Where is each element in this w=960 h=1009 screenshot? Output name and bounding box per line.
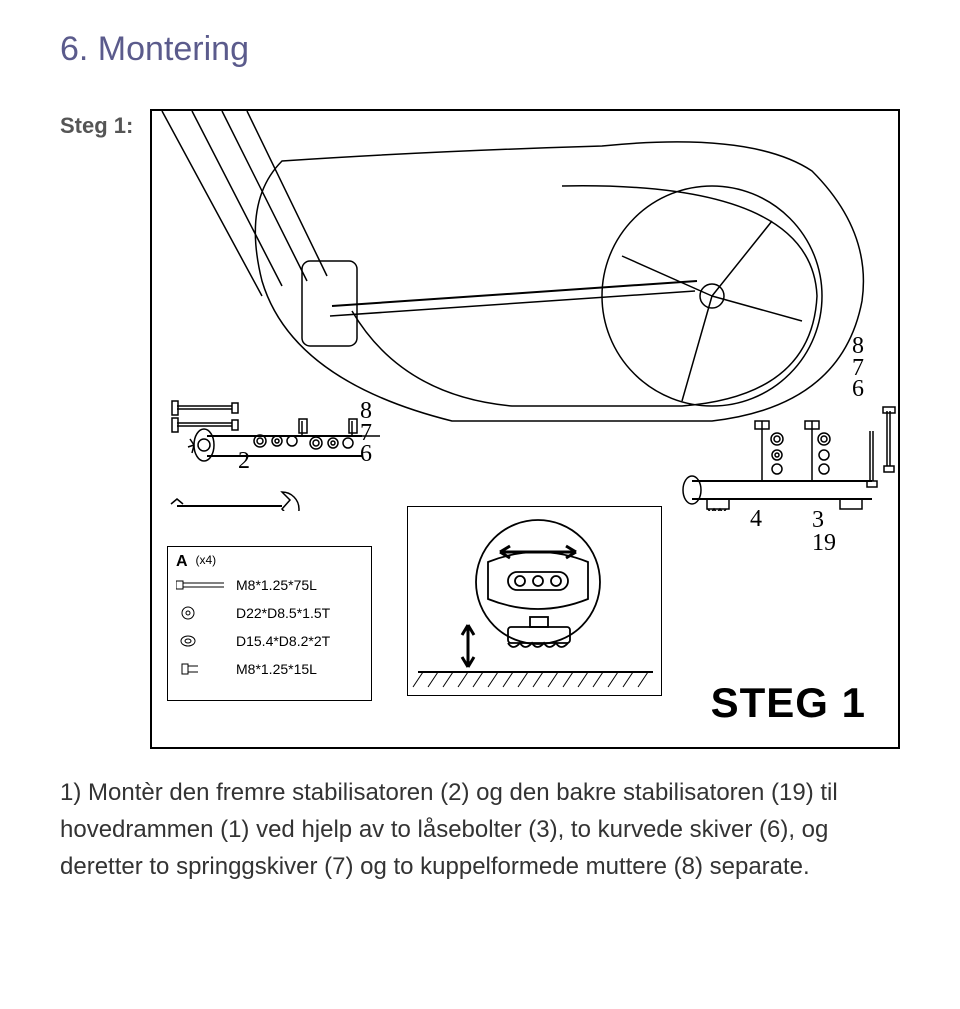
- step-label: Steg 1:: [60, 113, 140, 139]
- callout-4: 4: [750, 509, 762, 531]
- parts-row: M8*1.25*15L: [176, 655, 363, 683]
- machine-drawing: [152, 111, 902, 511]
- section-heading: 6. Montering: [60, 30, 900, 69]
- parts-row: M8*1.25*75L: [176, 571, 363, 599]
- figure-step-title: STEG 1: [711, 679, 866, 727]
- foot-detail-drawing: [408, 507, 663, 697]
- assembly-figure: 8 7 6 2 8 7 6 4 3 19 A (x4) M8*1.25*75L: [150, 109, 900, 749]
- parts-qty: (x4): [195, 553, 216, 567]
- callout-3-19: 3 19: [812, 509, 836, 555]
- callout-right-stack: 8 7 6: [852, 336, 864, 401]
- washer-flat-icon: [176, 606, 226, 620]
- nut-icon: [176, 662, 226, 676]
- foot-detail-inset: [407, 506, 662, 696]
- washer-spring-icon: [176, 634, 226, 648]
- parts-head-letter: A: [176, 553, 188, 571]
- bolt-long-icon: [176, 579, 226, 591]
- instruction-paragraph: 1) Montèr den fremre stabilisatoren (2) …: [60, 774, 900, 886]
- step-row: Steg 1:: [60, 109, 900, 749]
- parts-row: D15.4*D8.2*2T: [176, 627, 363, 655]
- callout-left-single: 2: [238, 451, 250, 473]
- parts-row: D22*D8.5*1.5T: [176, 599, 363, 627]
- callout-left-stack: 8 7 6: [360, 401, 372, 466]
- parts-list-box: A (x4) M8*1.25*75L D22*D8.5*1.5T D15.4*D…: [167, 546, 372, 701]
